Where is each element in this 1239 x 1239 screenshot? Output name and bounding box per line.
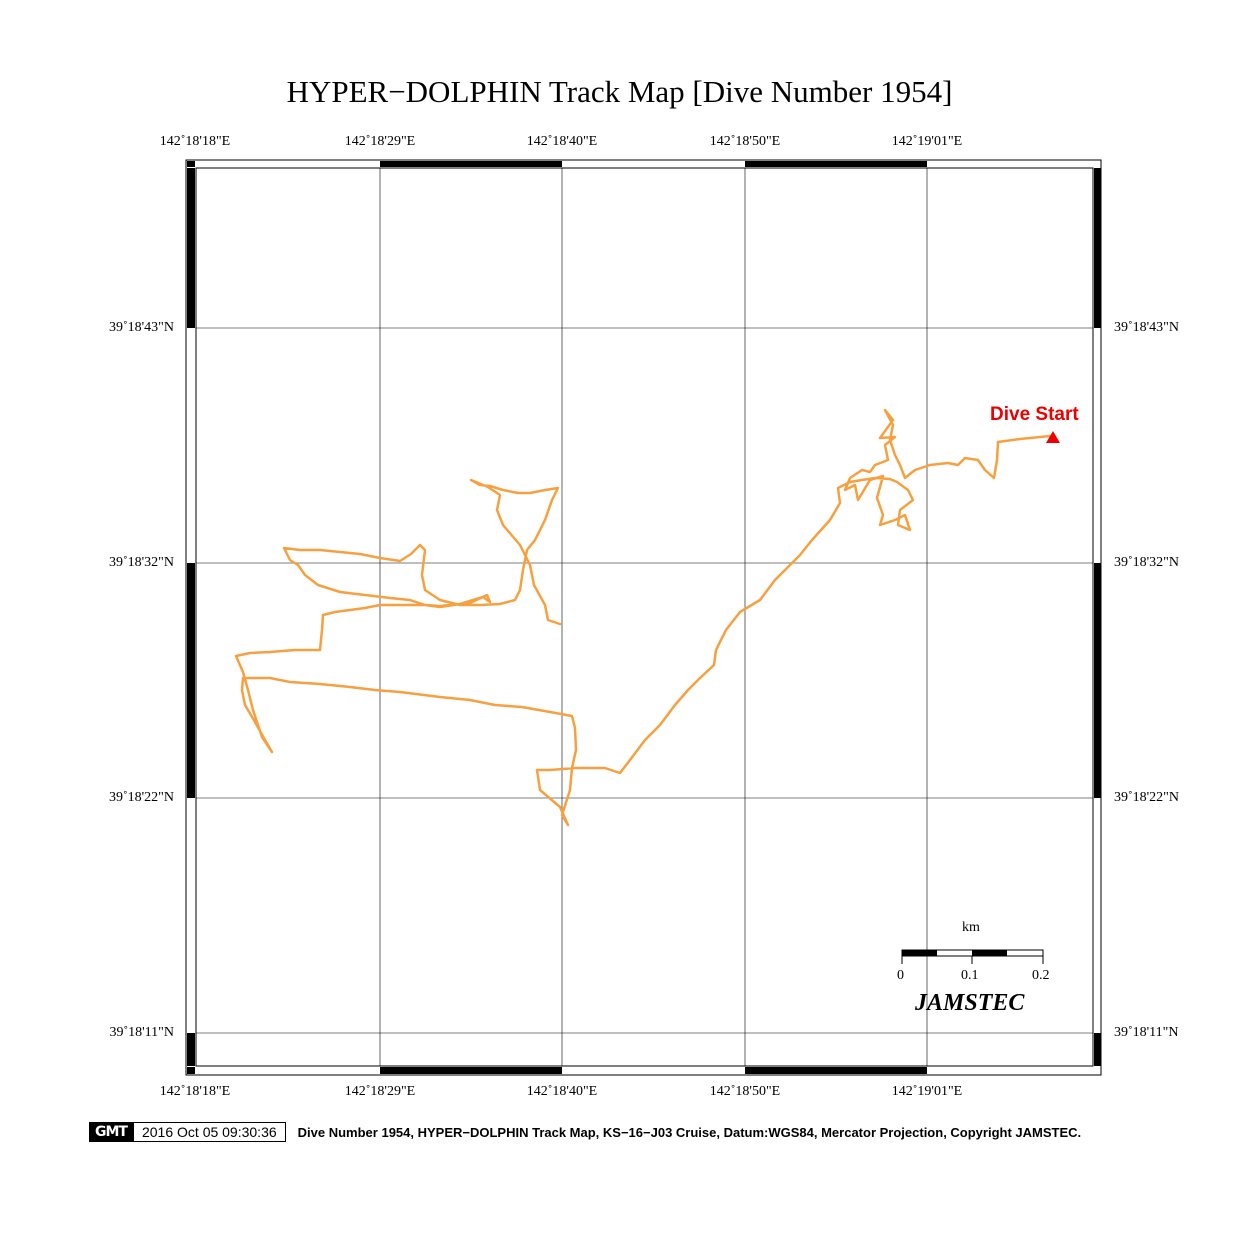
lon-tick-label: 142˚19'01"E <box>891 1084 963 1099</box>
frame-segment <box>187 563 195 798</box>
map-frame-inner <box>195 167 1094 1067</box>
lon-tick-label: 142˚18'18"E <box>159 1084 231 1099</box>
jamstec-brand: JAMSTEC <box>915 990 1025 1016</box>
frame-segment <box>187 168 195 328</box>
lon-tick-label: 142˚18'29"E <box>344 134 416 149</box>
frame-segment <box>380 1067 562 1074</box>
lat-tick-label: 39˚18'32"N <box>1114 555 1180 570</box>
dive-track-line <box>234 408 1052 827</box>
lat-tick-label: 39˚18'43"N <box>108 320 174 335</box>
lon-tick-label: 142˚18'50"E <box>709 134 781 149</box>
lat-tick-label: 39˚18'32"N <box>108 555 174 570</box>
lon-tick-label: 142˚19'01"E <box>891 134 963 149</box>
frame-segment <box>187 1033 195 1066</box>
lon-tick-label: 142˚18'40"E <box>526 134 598 149</box>
lon-tick-label: 142˚18'50"E <box>709 1084 781 1099</box>
lat-tick-label: 39˚18'11"N <box>1114 1025 1179 1040</box>
lat-tick-label: 39˚18'43"N <box>1114 320 1180 335</box>
grid-lines <box>196 168 1093 1066</box>
scale-unit-label: km <box>962 920 980 935</box>
lon-tick-label: 142˚18'29"E <box>344 1084 416 1099</box>
footer: GMT 2016 Oct 05 09:30:36 Dive Number 195… <box>89 1122 1081 1142</box>
scale-tick-label: 0.2 <box>1032 968 1050 983</box>
frame-segment <box>1094 1033 1101 1066</box>
frame-segment <box>1094 168 1101 328</box>
gmt-logo: GMT <box>89 1122 133 1142</box>
timestamp-box: 2016 Oct 05 09:30:36 <box>132 1122 286 1142</box>
lat-tick-label: 39˚18'11"N <box>109 1025 175 1040</box>
frame-segment <box>745 161 927 167</box>
frame-segment <box>745 1067 927 1074</box>
lon-tick-label: 142˚18'40"E <box>526 1084 598 1099</box>
frame-segment <box>187 1067 195 1074</box>
lat-tick-label: 39˚18'22"N <box>108 790 174 805</box>
dive-start-label: Dive Start <box>990 404 1079 425</box>
lat-tick-label: 39˚18'22"N <box>1114 790 1180 805</box>
frame-segment <box>1094 563 1101 798</box>
scale-bar <box>901 949 1044 964</box>
lon-tick-label: 142˚18'18"E <box>159 134 231 149</box>
map-title: HYPER−DOLPHIN Track Map [Dive Number 195… <box>286 74 953 109</box>
scale-tick-label: 0.1 <box>961 968 979 983</box>
scale-segment <box>972 950 1007 956</box>
scale-tick-label: 0 <box>897 968 904 983</box>
footer-caption: Dive Number 1954, HYPER−DOLPHIN Track Ma… <box>297 1124 1082 1140</box>
scale-segment <box>902 950 937 956</box>
frame-segment <box>187 161 195 167</box>
dive-start-marker-icon <box>1046 431 1060 443</box>
frame-segment <box>380 161 562 167</box>
